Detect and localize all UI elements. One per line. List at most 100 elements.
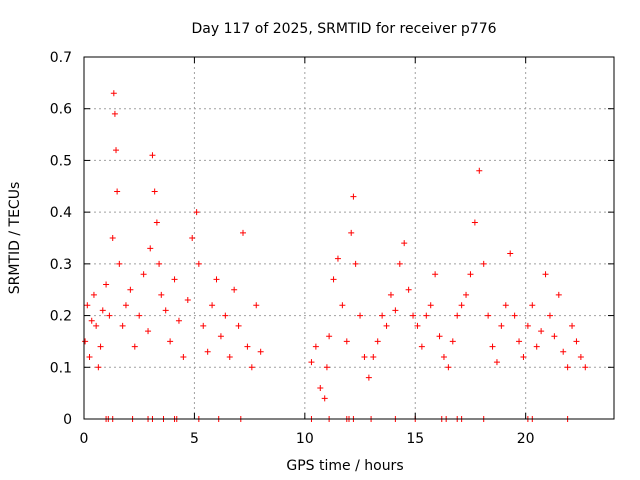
data-point	[226, 353, 233, 360]
data-point	[379, 312, 386, 319]
data-point	[99, 307, 106, 314]
data-point	[350, 193, 357, 200]
data-point	[82, 338, 89, 345]
data-point	[193, 209, 200, 216]
data-point	[217, 333, 224, 340]
y-tick-label: 0	[63, 412, 72, 428]
y-tick-label: 0.4	[50, 205, 72, 221]
data-point	[113, 147, 120, 154]
y-axis-label: SRMTID / TECUs	[7, 182, 23, 295]
data-point	[106, 312, 113, 319]
y-tick-label: 0.3	[50, 257, 72, 273]
data-point	[317, 384, 324, 391]
data-point	[480, 260, 487, 267]
data-point	[511, 312, 518, 319]
data-point	[516, 338, 523, 345]
data-point	[162, 307, 169, 314]
y-tick-label: 0.7	[50, 50, 72, 66]
data-point	[231, 286, 238, 293]
data-point	[546, 312, 553, 319]
data-point	[122, 302, 129, 309]
data-point	[111, 110, 118, 117]
x-tick-label: 5	[190, 431, 199, 447]
data-point	[323, 364, 330, 371]
x-tick-label: 20	[517, 431, 535, 447]
x-axis: 0 5 10 15 20	[80, 57, 535, 447]
data-point	[423, 312, 430, 319]
data-point	[542, 271, 549, 278]
data-point	[175, 317, 182, 324]
data-point	[502, 302, 509, 309]
data-point	[257, 348, 264, 355]
data-point	[103, 281, 110, 288]
data-point	[240, 229, 246, 236]
data-point	[387, 291, 394, 298]
data-point	[365, 374, 372, 381]
y-tick-label: 0.6	[50, 102, 72, 118]
data-point	[440, 353, 447, 360]
data-point	[180, 353, 187, 360]
data-point	[476, 167, 483, 174]
data-point	[308, 359, 315, 366]
data-point	[524, 322, 531, 329]
data-point	[167, 338, 174, 345]
data-point	[204, 348, 211, 355]
y-axis: 0 0.1 0.2 0.3 0.4 0.5 0.6 0.7	[50, 50, 614, 428]
data-point	[507, 250, 514, 257]
data-point	[114, 188, 121, 195]
chart-title: Day 117 of 2025, SRMTID for receiver p77…	[191, 21, 496, 37]
data-point	[158, 291, 165, 298]
data-point	[213, 276, 220, 283]
data-point	[533, 343, 540, 350]
data-point	[352, 260, 359, 267]
data-point	[312, 343, 319, 350]
data-point	[374, 338, 381, 345]
data-point	[454, 312, 461, 319]
y-tick-label: 0.5	[50, 153, 72, 169]
data-point	[436, 333, 443, 340]
data-point	[222, 312, 229, 319]
data-point	[235, 322, 242, 329]
data-point	[244, 343, 251, 350]
data-point	[538, 328, 545, 335]
data-point	[253, 302, 260, 309]
data-point	[401, 240, 408, 247]
data-point	[116, 260, 123, 267]
data-point	[321, 395, 328, 402]
plot-frame	[83, 56, 615, 420]
data-point	[153, 219, 160, 226]
data-point	[555, 291, 562, 298]
data-point	[471, 219, 478, 226]
data-point	[560, 348, 567, 355]
data-point	[145, 328, 152, 335]
data-point	[383, 322, 390, 329]
data-point	[498, 322, 505, 329]
data-point	[485, 312, 492, 319]
data-point	[131, 343, 138, 350]
data-point	[171, 276, 178, 283]
data-point	[343, 338, 350, 345]
y-tick-label: 0.2	[50, 309, 72, 325]
data-point	[88, 317, 95, 324]
x-tick-label: 0	[80, 431, 89, 447]
data-point	[357, 312, 364, 319]
data-point	[551, 333, 558, 340]
data-point	[151, 188, 158, 195]
data-point	[140, 271, 147, 278]
data-point	[200, 322, 207, 329]
data-point	[445, 364, 452, 371]
data-point	[84, 302, 91, 309]
data-point	[449, 338, 456, 345]
data-point	[489, 343, 496, 350]
data-point	[463, 291, 470, 298]
data-point	[370, 353, 377, 360]
data-point	[405, 286, 412, 293]
data-point	[97, 343, 104, 350]
data-point	[520, 353, 527, 360]
data-point	[195, 260, 202, 267]
data-point	[136, 312, 143, 319]
data-point	[569, 322, 576, 329]
data-point	[458, 302, 465, 309]
data-point	[432, 271, 439, 278]
